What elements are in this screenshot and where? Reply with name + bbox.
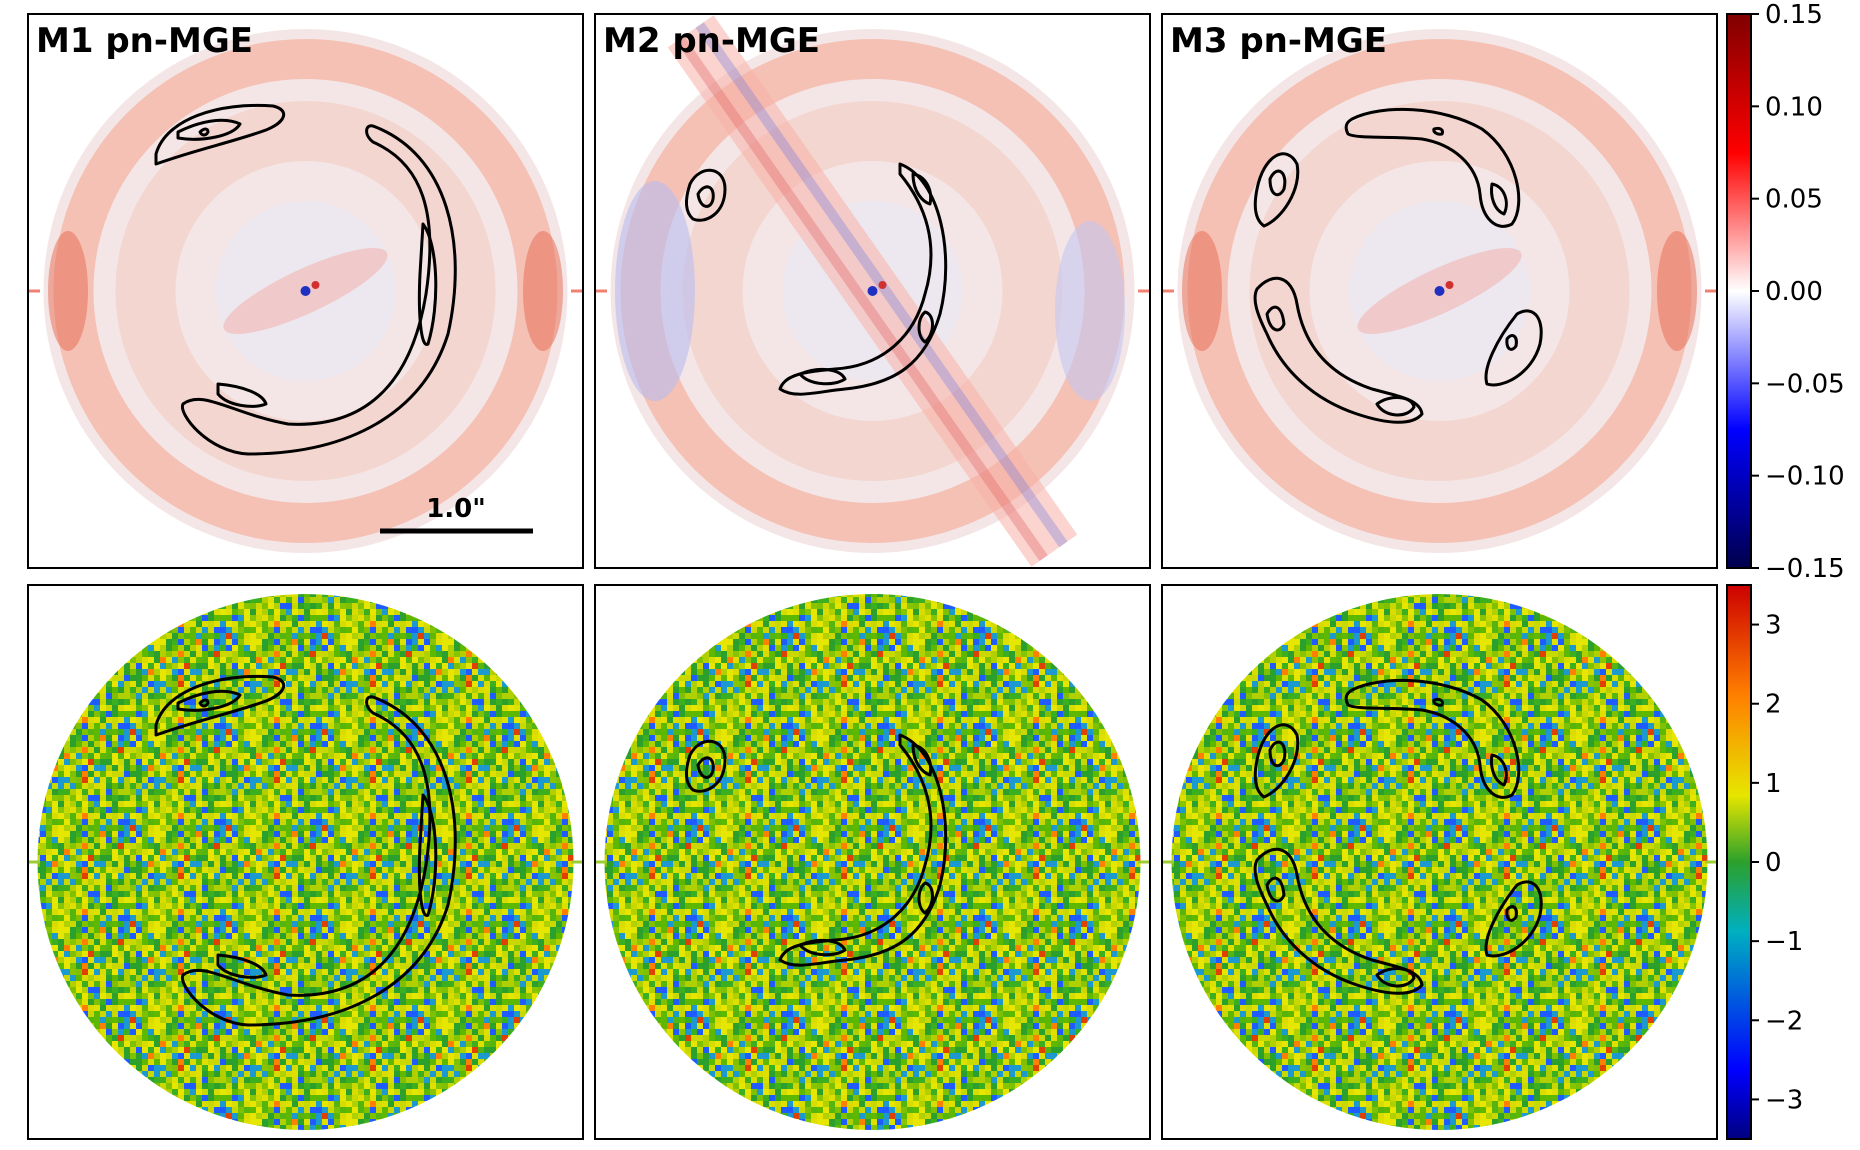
contour-line bbox=[778, 733, 948, 967]
contour-line bbox=[1375, 967, 1416, 988]
contour-line bbox=[1344, 678, 1521, 799]
contour-line bbox=[198, 127, 210, 137]
panel-normalized-residual-m2 bbox=[594, 584, 1151, 1140]
contour-line bbox=[1484, 880, 1543, 958]
colorbar-tick-label: 0 bbox=[1765, 848, 1782, 878]
contour-line bbox=[696, 185, 715, 208]
contour-line bbox=[1253, 152, 1300, 228]
contour-line bbox=[798, 938, 847, 957]
contour-line bbox=[696, 756, 715, 779]
scale-bar-label: 1.0" bbox=[426, 494, 486, 524]
lens-contours bbox=[685, 733, 948, 967]
panel-frame bbox=[1161, 13, 1718, 569]
contour-line bbox=[1432, 697, 1444, 707]
panel-frame bbox=[1161, 584, 1718, 1140]
lens-contours bbox=[685, 162, 948, 396]
contour-line bbox=[1253, 276, 1424, 424]
normalized-residual-disk bbox=[1171, 594, 1708, 1130]
colorbar-tick-label: −0.05 bbox=[1765, 369, 1845, 399]
panel-frame bbox=[594, 13, 1151, 569]
panel-normalized-residual-m3 bbox=[1161, 584, 1718, 1140]
contour-line bbox=[417, 222, 438, 346]
lens-contours bbox=[154, 674, 457, 1027]
contour-line bbox=[154, 103, 286, 166]
contour-line bbox=[798, 367, 847, 386]
contour-line bbox=[1375, 396, 1416, 417]
contour-line bbox=[1505, 334, 1518, 351]
panel-model-residual-m2: M2 pn-MGE bbox=[594, 13, 1151, 569]
contour-line bbox=[1490, 753, 1508, 787]
contour-line bbox=[911, 743, 933, 777]
contour-line bbox=[685, 739, 727, 793]
contour-line bbox=[685, 168, 727, 222]
contour-line bbox=[1265, 305, 1286, 332]
panel-title: M3 pn-MGE bbox=[1170, 21, 1387, 61]
colorbar-normalized-residual: 3 2 1 0 −1 −2 −3 bbox=[1726, 584, 1803, 1140]
contour-line bbox=[1484, 309, 1543, 387]
panel-model-residual-m3: M3 pn-MGE bbox=[1161, 13, 1718, 569]
contour-line bbox=[1268, 169, 1287, 197]
contour-line bbox=[216, 382, 268, 408]
contour-line bbox=[181, 695, 457, 1027]
colorbar-tick-label: −1 bbox=[1765, 927, 1803, 957]
lens-contours bbox=[1253, 678, 1543, 995]
contour-line bbox=[1344, 107, 1521, 228]
contour-line bbox=[176, 118, 242, 141]
contour-line bbox=[1268, 740, 1287, 768]
contour-line bbox=[417, 793, 438, 917]
panel-model-residual-m1: M1 pn-MGE 1.0" bbox=[27, 13, 584, 569]
contour-line bbox=[1432, 126, 1444, 136]
lens-contours bbox=[154, 103, 457, 456]
colorbar-tick-label: 0.10 bbox=[1765, 92, 1823, 122]
contour-line bbox=[917, 881, 934, 915]
colorbar-tick-label: −2 bbox=[1765, 1006, 1803, 1036]
panel-normalized-residual-m1 bbox=[27, 584, 584, 1140]
panel-frame bbox=[27, 13, 584, 569]
colorbar-tick-label: −0.15 bbox=[1765, 554, 1845, 584]
contour-line bbox=[216, 953, 268, 979]
panel-title: M1 pn-MGE bbox=[36, 21, 253, 61]
contour-line bbox=[1253, 723, 1300, 799]
contour-line bbox=[911, 172, 933, 206]
colorbar-tick-label: 2 bbox=[1765, 690, 1782, 720]
panel-frame bbox=[594, 584, 1151, 1140]
panel-title: M2 pn-MGE bbox=[603, 21, 820, 61]
lens-contours bbox=[1253, 107, 1543, 424]
colorbar-tick-label: 0.00 bbox=[1765, 277, 1823, 307]
contour-line bbox=[181, 124, 457, 456]
contour-line bbox=[1253, 847, 1424, 995]
colorbar-tick-label: −3 bbox=[1765, 1085, 1803, 1115]
contour-line bbox=[1505, 905, 1518, 922]
contour-line bbox=[154, 674, 286, 737]
contour-line bbox=[917, 310, 934, 344]
contour-line bbox=[198, 698, 210, 708]
contour-line bbox=[778, 162, 948, 396]
colorbar-model-residual: 0.15 0.10 0.05 0.00 −0.05 −0.10 −0.15 bbox=[1726, 0, 1845, 584]
contour-line bbox=[176, 689, 242, 712]
normalized-residual-disk bbox=[37, 594, 574, 1130]
contour-line bbox=[1265, 876, 1286, 903]
panel-frame bbox=[27, 584, 584, 1140]
colorbar-tick-label: 3 bbox=[1765, 611, 1782, 641]
colorbar-tick-label: 1 bbox=[1765, 769, 1782, 799]
normalized-residual-disk bbox=[604, 594, 1141, 1130]
colorbar-tick-label: −0.10 bbox=[1765, 462, 1845, 492]
contour-line bbox=[1490, 182, 1508, 216]
colorbar-tick-label: 0.05 bbox=[1765, 185, 1823, 215]
colorbar-tick-label: 0.15 bbox=[1765, 0, 1823, 30]
